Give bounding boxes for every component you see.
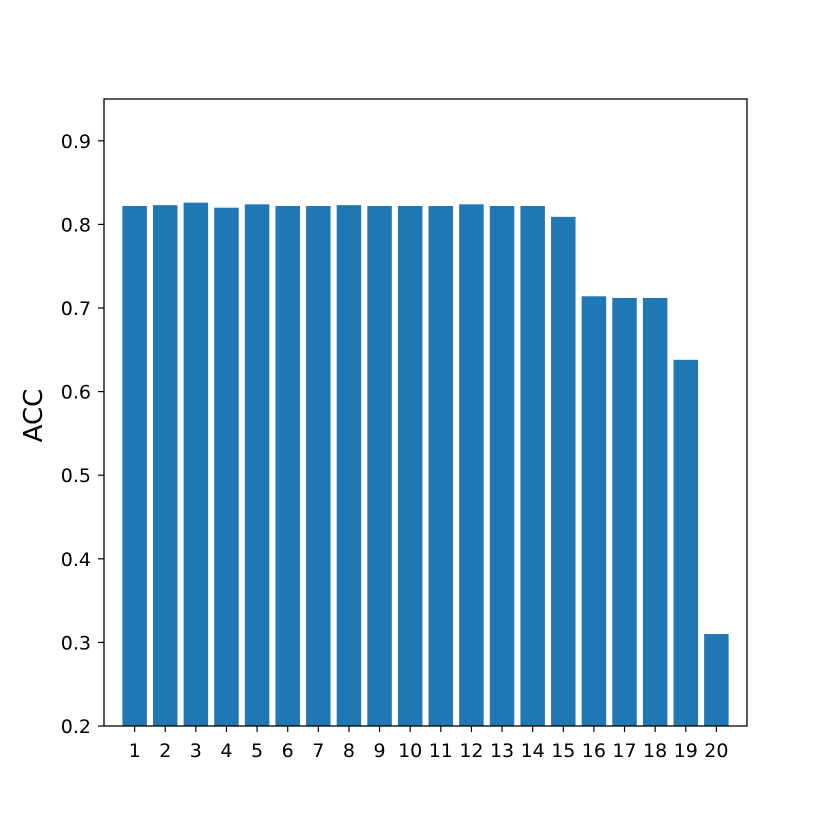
x-tick-label: 8	[343, 740, 355, 762]
x-axis-ticks: 1 2 3 4 5 6 7 8 9 10 11 12 13 14 15 16 17 18 19 20	[129, 726, 728, 762]
y-tick-label: 0.2	[61, 716, 91, 738]
y-tick-label: 0.6	[61, 382, 91, 404]
x-tick-label: 18	[643, 740, 667, 762]
bar-18	[642, 297, 668, 726]
y-tick-label: 0.4	[61, 549, 91, 571]
bar-17	[612, 297, 637, 726]
bar-11	[428, 206, 454, 726]
y-axis-label: ACC	[19, 389, 49, 443]
y-tick-label: 0.8	[61, 214, 91, 236]
x-tick-label: 12	[459, 740, 483, 762]
bar-1	[122, 206, 147, 726]
y-axis-ticks: 0.2 0.3 0.4 0.5 0.6 0.7 0.8 0.9	[61, 131, 104, 738]
bar-5	[244, 204, 270, 726]
bar-13	[489, 206, 515, 726]
x-tick-label: 15	[551, 740, 575, 762]
x-tick-label: 2	[159, 740, 171, 762]
x-tick-label: 3	[190, 740, 202, 762]
x-tick-label: 7	[312, 740, 324, 762]
x-tick-label: 4	[220, 740, 232, 762]
bar-19	[673, 359, 699, 726]
y-tick-label: 0.7	[61, 298, 91, 320]
x-tick-label: 17	[612, 740, 636, 762]
bar-8	[336, 205, 362, 726]
y-tick-label: 0.5	[61, 465, 91, 487]
x-tick-label: 10	[398, 740, 422, 762]
x-tick-label: 9	[374, 740, 386, 762]
y-tick-label: 0.9	[61, 131, 91, 153]
x-tick-label: 6	[282, 740, 294, 762]
bar-16	[581, 296, 607, 726]
bar-4	[214, 207, 239, 726]
bar-20	[704, 634, 729, 726]
x-tick-label: 16	[582, 740, 606, 762]
bar-14	[520, 206, 545, 726]
x-tick-label: 20	[704, 740, 728, 762]
bar-6	[275, 206, 300, 726]
x-tick-label: 19	[674, 740, 698, 762]
y-tick-label: 0.3	[61, 632, 91, 654]
x-tick-label: 11	[429, 740, 453, 762]
bar-12	[459, 204, 484, 726]
bar-10	[397, 206, 423, 726]
bar-7	[306, 206, 331, 726]
x-tick-label: 5	[251, 740, 263, 762]
x-tick-label: 1	[129, 740, 141, 762]
bar-9	[367, 206, 392, 726]
x-tick-label: 13	[490, 740, 514, 762]
bars-group	[122, 202, 729, 726]
bar-2	[152, 205, 178, 726]
plot-frame	[103, 98, 748, 727]
bar-15	[551, 216, 576, 726]
bar-3	[183, 202, 209, 726]
x-tick-label: 14	[521, 740, 545, 762]
